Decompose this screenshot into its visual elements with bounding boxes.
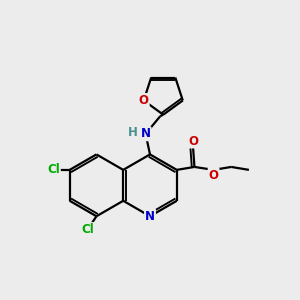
Text: O: O: [208, 169, 219, 182]
Text: H: H: [128, 126, 137, 139]
Text: Cl: Cl: [47, 164, 60, 176]
Text: N: N: [145, 210, 155, 223]
Text: Cl: Cl: [81, 223, 94, 236]
Text: O: O: [139, 94, 149, 107]
Text: N: N: [141, 127, 151, 140]
Text: O: O: [188, 134, 198, 148]
